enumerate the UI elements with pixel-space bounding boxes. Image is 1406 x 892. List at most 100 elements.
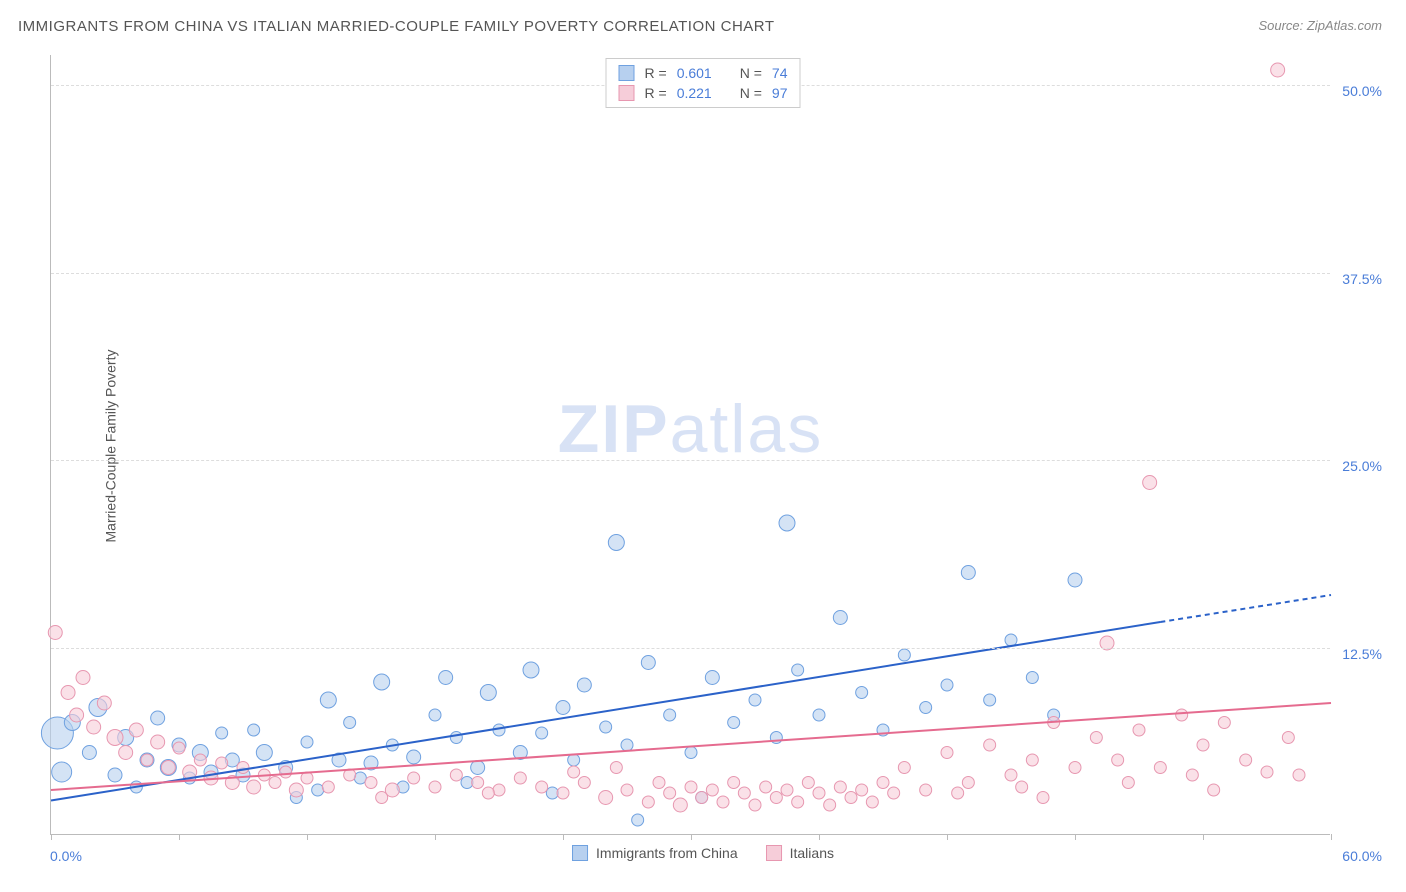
scatter-point: [523, 662, 539, 678]
legend-n-label: N =: [740, 65, 762, 81]
scatter-point: [685, 781, 697, 793]
scatter-point: [813, 787, 825, 799]
scatter-point: [813, 709, 825, 721]
scatter-point: [1293, 769, 1305, 781]
legend-series-label: Italians: [790, 845, 834, 861]
scatter-point: [706, 784, 718, 796]
scatter-point: [781, 784, 793, 796]
scatter-point: [984, 694, 996, 706]
gridline: [51, 460, 1330, 461]
legend-series-item: Italians: [766, 845, 834, 861]
trend-line-extrapolated: [1160, 595, 1331, 622]
scatter-point: [568, 766, 580, 778]
x-tick: [51, 834, 52, 840]
gridline: [51, 273, 1330, 274]
legend-swatch: [766, 845, 782, 861]
scatter-point: [1133, 724, 1145, 736]
scatter-point: [536, 727, 548, 739]
scatter-point: [696, 792, 708, 804]
scatter-point: [833, 611, 847, 625]
x-tick: [691, 834, 692, 840]
scatter-point: [61, 686, 75, 700]
scatter-point: [792, 796, 804, 808]
scatter-point: [738, 787, 750, 799]
scatter-point: [962, 777, 974, 789]
scatter-point: [1069, 762, 1081, 774]
scatter-point: [749, 694, 761, 706]
scatter-point: [173, 742, 185, 754]
y-tick-label: 37.5%: [1342, 271, 1382, 287]
legend-correlation-row: R =0.221N =97: [619, 83, 788, 103]
scatter-point: [216, 757, 228, 769]
scatter-point: [289, 783, 303, 797]
scatter-point: [439, 671, 453, 685]
scatter-point: [1218, 717, 1230, 729]
chart-svg: [51, 55, 1330, 834]
scatter-point: [108, 768, 122, 782]
scatter-point: [119, 746, 133, 760]
legend-swatch: [572, 845, 588, 861]
scatter-point: [82, 746, 96, 760]
legend-correlation-row: R =0.601N =74: [619, 63, 788, 83]
legend-swatch: [619, 85, 635, 101]
scatter-point: [52, 762, 72, 782]
scatter-point: [344, 717, 356, 729]
y-tick-label: 25.0%: [1342, 458, 1382, 474]
scatter-point: [407, 750, 421, 764]
scatter-point: [1005, 769, 1017, 781]
scatter-point: [920, 784, 932, 796]
scatter-point: [48, 626, 62, 640]
scatter-point: [536, 781, 548, 793]
x-axis-min-label: 0.0%: [50, 848, 82, 864]
plot-area: ZIPatlas: [50, 55, 1330, 835]
x-tick: [1331, 834, 1332, 840]
scatter-point: [632, 814, 644, 826]
scatter-point: [1208, 784, 1220, 796]
scatter-point: [760, 781, 772, 793]
scatter-point: [1112, 754, 1124, 766]
scatter-point: [1176, 709, 1188, 721]
scatter-point: [1037, 792, 1049, 804]
chart-title: IMMIGRANTS FROM CHINA VS ITALIAN MARRIED…: [18, 18, 775, 35]
legend-n-label: N =: [740, 85, 762, 101]
scatter-point: [717, 796, 729, 808]
scatter-point: [76, 671, 90, 685]
gridline: [51, 648, 1330, 649]
trend-line: [51, 622, 1160, 801]
scatter-point: [856, 784, 868, 796]
scatter-point: [824, 799, 836, 811]
scatter-point: [866, 796, 878, 808]
legend-r-label: R =: [645, 65, 667, 81]
scatter-point: [653, 777, 665, 789]
scatter-point: [1271, 63, 1285, 77]
scatter-point: [877, 777, 889, 789]
x-tick: [179, 834, 180, 840]
scatter-point: [673, 798, 687, 812]
x-tick: [435, 834, 436, 840]
scatter-point: [161, 761, 175, 775]
scatter-point: [1197, 739, 1209, 751]
scatter-point: [856, 687, 868, 699]
scatter-point: [269, 777, 281, 789]
scatter-point: [1016, 781, 1028, 793]
scatter-point: [749, 799, 761, 811]
scatter-point: [194, 754, 206, 766]
scatter-point: [216, 727, 228, 739]
scatter-point: [557, 787, 569, 799]
scatter-point: [482, 787, 494, 799]
scatter-point: [556, 701, 570, 715]
scatter-point: [1282, 732, 1294, 744]
scatter-point: [941, 747, 953, 759]
scatter-point: [1068, 573, 1082, 587]
scatter-point: [664, 709, 676, 721]
scatter-point: [237, 762, 249, 774]
scatter-point: [577, 678, 591, 692]
scatter-point: [608, 535, 624, 551]
scatter-point: [70, 708, 84, 722]
scatter-point: [1261, 766, 1273, 778]
legend-n-value: 74: [772, 65, 788, 81]
scatter-point: [248, 724, 260, 736]
scatter-point: [961, 566, 975, 580]
scatter-point: [779, 515, 795, 531]
scatter-point: [141, 754, 153, 766]
